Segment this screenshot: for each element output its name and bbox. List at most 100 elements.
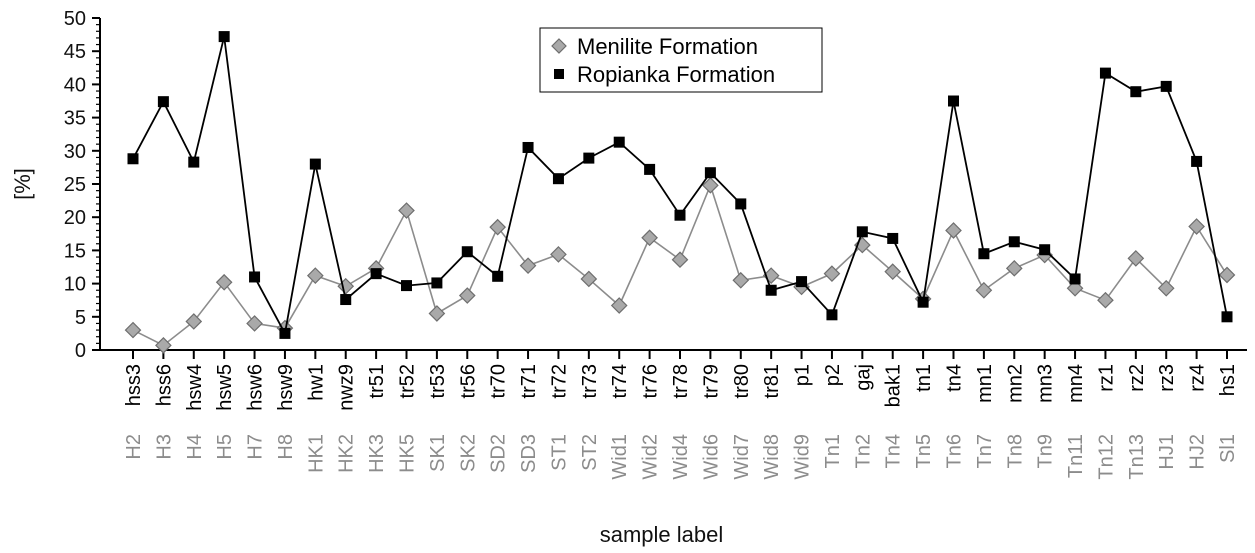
- data-point-diamond: [641, 229, 658, 247]
- x-category-label-secondary: HK5: [397, 434, 419, 473]
- data-point-square: [917, 296, 929, 308]
- x-category-label: nwz9: [336, 364, 358, 411]
- data-point-diamond: [155, 337, 172, 354]
- data-point-diamond: [215, 273, 233, 291]
- data-point-diamond: [671, 251, 689, 269]
- x-category-label: tr72: [548, 364, 570, 398]
- legend-label: Ropianka Formation: [577, 62, 775, 87]
- x-category-label-secondary: Wid9: [792, 434, 814, 480]
- x-category-label-secondary: Tn1: [822, 434, 844, 468]
- x-category-label: rz3: [1156, 364, 1178, 392]
- legend-marker-diamond: [551, 38, 567, 54]
- data-point-square: [370, 268, 382, 280]
- x-category-label-secondary: HJ1: [1156, 434, 1178, 470]
- x-category-label-secondary: Wid7: [731, 434, 753, 480]
- y-tick-label: 10: [64, 274, 86, 296]
- x-category-label: mn3: [1035, 364, 1057, 403]
- x-category-label-secondary: ST1: [548, 434, 570, 471]
- data-point-square: [279, 327, 291, 339]
- data-point-diamond: [732, 271, 750, 289]
- x-category-label-secondary: H4: [184, 434, 206, 460]
- x-category-label-secondary: Tn12: [1095, 434, 1117, 480]
- y-tick-label: 40: [64, 74, 86, 96]
- x-category-label-secondary: SD3: [518, 434, 540, 473]
- x-category-label: tr74: [609, 364, 631, 398]
- y-tick-label: 15: [64, 240, 86, 262]
- data-point-square: [735, 198, 747, 210]
- x-category-label: tr80: [731, 364, 753, 398]
- x-category-label-secondary: Tn9: [1035, 434, 1057, 468]
- data-point-square: [826, 309, 838, 321]
- legend-box: [539, 27, 823, 93]
- data-point-square: [887, 232, 899, 244]
- data-point-square: [492, 270, 504, 282]
- x-category-label: tr70: [488, 364, 510, 398]
- y-tick-label: 35: [64, 108, 86, 130]
- y-tick-label: 30: [64, 141, 86, 163]
- data-point-square: [340, 294, 352, 306]
- data-point-square: [309, 158, 321, 170]
- x-category-label-secondary: Tn7: [974, 434, 996, 468]
- data-point-square: [249, 271, 261, 283]
- x-category-label: hw1: [305, 364, 327, 401]
- x-category-label-secondary: HJ2: [1187, 434, 1209, 470]
- data-point-diamond: [975, 281, 993, 299]
- data-point-diamond: [1218, 266, 1236, 284]
- data-point-square: [978, 248, 990, 260]
- data-point-square: [1221, 311, 1233, 323]
- x-category-label-secondary: Tn11: [1065, 434, 1087, 478]
- x-ticks: [132, 350, 1228, 359]
- x-category-label: tr73: [579, 364, 601, 398]
- x-category-label: mn4: [1065, 364, 1087, 403]
- y-tick-label: 50: [64, 8, 86, 30]
- x-category-label-secondary: Wid1: [609, 434, 631, 480]
- x-category-label-secondary: H7: [245, 434, 267, 460]
- data-point-square: [644, 163, 656, 175]
- x-category-label: tr53: [427, 364, 449, 398]
- data-point-square: [127, 153, 139, 165]
- data-point-square: [796, 276, 808, 288]
- x-category-label-secondary: HK1: [305, 434, 327, 473]
- data-point-square: [1039, 244, 1051, 256]
- data-point-diamond: [702, 176, 719, 194]
- data-point-diamond: [823, 265, 841, 282]
- data-point-square: [856, 226, 868, 238]
- y-tick-label: 0: [75, 340, 86, 362]
- data-point-diamond: [428, 305, 446, 322]
- x-category-label-secondary: Sl1: [1217, 434, 1239, 463]
- x-category-label-secondary: H8: [275, 434, 297, 460]
- series-ropianka: [127, 31, 1233, 339]
- x-category-label: rz1: [1095, 364, 1117, 392]
- data-point-square: [1008, 236, 1020, 248]
- legend-marker-square: [554, 69, 564, 79]
- data-point-square: [1160, 80, 1172, 92]
- data-point-square: [401, 280, 412, 292]
- data-point-diamond: [580, 270, 598, 288]
- data-point-square: [613, 136, 625, 148]
- data-point-diamond: [458, 287, 476, 304]
- x-category-label: hs1: [1217, 364, 1239, 396]
- x-category-label-secondary: Wid8: [761, 434, 783, 480]
- y-tick-label: 5: [75, 307, 86, 329]
- x-category-label: tr76: [640, 364, 662, 398]
- data-point-square: [704, 167, 716, 179]
- x-category-label: tn4: [944, 364, 966, 392]
- category-labels: hss3 H2 hss6 H3 hsw4 H4 hsw5 H5 hsw6 H7 hsw9 H8 hw1 H…: [123, 364, 1239, 480]
- x-category-label: rz2: [1126, 364, 1148, 392]
- data-point-diamond: [519, 257, 537, 275]
- data-point-diamond: [489, 218, 507, 236]
- x-category-label: hsw5: [214, 364, 236, 411]
- x-axis-title: sample label: [600, 522, 724, 547]
- data-point-diamond: [1005, 259, 1023, 277]
- x-category-label-secondary: Tn8: [1004, 434, 1026, 468]
- x-category-label: tn1: [913, 364, 935, 392]
- x-category-label: mn1: [974, 364, 996, 403]
- x-category-label: rz4: [1187, 364, 1209, 392]
- x-category-label-secondary: Wid2: [640, 434, 662, 480]
- x-category-label-secondary: Tn6: [944, 434, 966, 468]
- y-tick-label: 25: [64, 174, 86, 196]
- data-point-diamond: [246, 315, 263, 332]
- x-category-label: bak1: [883, 364, 905, 407]
- x-category-label: gaj: [852, 364, 874, 391]
